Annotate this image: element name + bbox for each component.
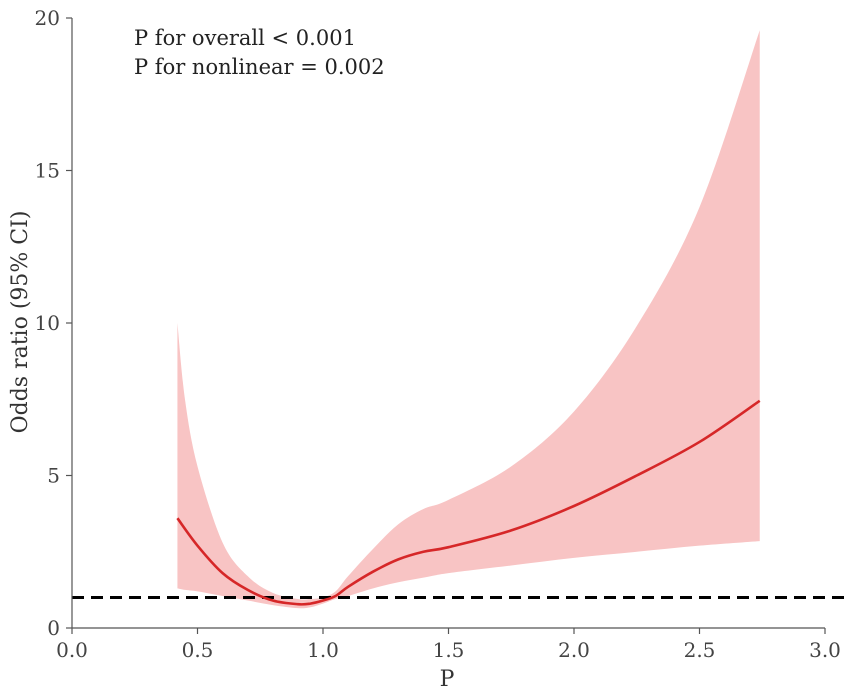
estimate-line <box>176 399 761 606</box>
x-tick-label: 2.5 <box>684 638 716 662</box>
y-tick-label: 15 <box>35 159 60 183</box>
x-tick-label: 0.5 <box>182 638 214 662</box>
ci-band <box>177 30 760 609</box>
tick-layer: 0.0 0.5 1.0 1.5 2.0 2.5 3.0 0 5 10 15 20 <box>35 6 841 662</box>
x-tick-label: 1.5 <box>433 638 465 662</box>
x-tick-label: 0.0 <box>56 638 88 662</box>
annotation-nonlinear: P for nonlinear = 0.002 <box>134 55 385 79</box>
ci-band-layer <box>177 30 760 609</box>
y-tick-label: 5 <box>47 464 60 488</box>
annotation-overall: P for overall < 0.001 <box>134 26 356 50</box>
x-tick-label: 2.0 <box>558 638 590 662</box>
y-axis-title: Odds ratio (95% CI) <box>8 211 33 434</box>
estimate-line-layer <box>176 399 761 606</box>
x-axis-title: P <box>440 667 455 692</box>
y-tick-label: 20 <box>35 6 60 30</box>
y-tick-label: 10 <box>35 311 60 335</box>
x-tick-label: 3.0 <box>809 638 841 662</box>
y-tick-label: 0 <box>47 616 60 640</box>
x-tick-label: 1.0 <box>307 638 339 662</box>
